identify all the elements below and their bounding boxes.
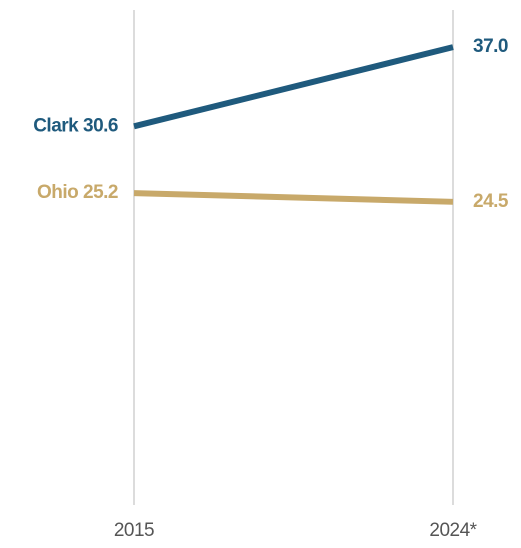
data-label: 37.0 (473, 36, 508, 57)
series-line (133, 190, 454, 205)
series-label: Clark 30.6 (33, 115, 118, 136)
x-tick-label: 2024* (429, 520, 477, 541)
data-label: 24.5 (473, 191, 509, 212)
data-label: 30.6 (83, 115, 118, 136)
series-label: Ohio 25.2 (37, 182, 118, 203)
data-label: 25.2 (83, 182, 118, 203)
series-name: Ohio (37, 182, 78, 203)
x-tick-label: 2015 (114, 520, 154, 541)
series-line (133, 44, 454, 130)
series-name: Clark (33, 115, 79, 136)
